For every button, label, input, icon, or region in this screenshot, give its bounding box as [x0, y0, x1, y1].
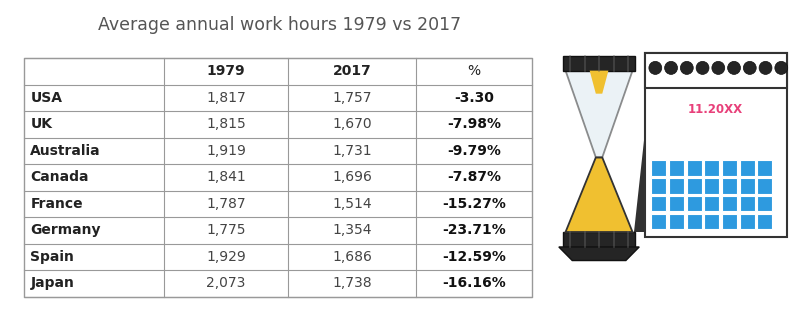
Text: 1,841: 1,841: [206, 170, 246, 184]
Polygon shape: [634, 58, 653, 232]
Text: -9.79%: -9.79%: [447, 144, 501, 158]
Bar: [704, 161, 719, 176]
Text: Canada: Canada: [30, 170, 89, 184]
Text: UK: UK: [30, 117, 53, 131]
Polygon shape: [566, 71, 633, 157]
Text: 1979: 1979: [206, 64, 246, 78]
Circle shape: [665, 61, 678, 74]
Bar: [704, 214, 719, 229]
Bar: [563, 56, 635, 71]
Text: 1,787: 1,787: [206, 197, 246, 211]
Text: 1,738: 1,738: [332, 276, 372, 290]
Bar: [651, 161, 666, 176]
Bar: [669, 178, 684, 193]
Text: -15.27%: -15.27%: [442, 197, 506, 211]
Bar: [704, 178, 719, 193]
Bar: [704, 196, 719, 212]
Bar: [758, 161, 773, 176]
Text: USA: USA: [30, 91, 62, 105]
Text: -7.98%: -7.98%: [447, 117, 501, 131]
Bar: [740, 196, 754, 212]
Text: 1,919: 1,919: [206, 144, 246, 158]
Bar: [722, 196, 737, 212]
Bar: [645, 53, 786, 237]
Text: -3.30: -3.30: [454, 91, 494, 105]
Bar: [722, 214, 737, 229]
Bar: [740, 161, 754, 176]
Text: France: France: [30, 197, 83, 211]
Bar: [740, 214, 754, 229]
Text: -7.87%: -7.87%: [447, 170, 501, 184]
Text: 1,775: 1,775: [206, 223, 246, 237]
Polygon shape: [590, 71, 609, 94]
Bar: [686, 214, 702, 229]
Text: 11.20XX: 11.20XX: [688, 103, 743, 117]
Text: 1,686: 1,686: [332, 250, 372, 264]
Bar: [24, 58, 532, 297]
Text: Australia: Australia: [30, 144, 101, 158]
Text: 1,929: 1,929: [206, 250, 246, 264]
Bar: [686, 196, 702, 212]
Text: 1,670: 1,670: [332, 117, 372, 131]
Bar: [651, 214, 666, 229]
Text: 2,073: 2,073: [206, 276, 246, 290]
Circle shape: [728, 61, 741, 74]
Bar: [740, 178, 754, 193]
Bar: [651, 178, 666, 193]
Circle shape: [696, 61, 709, 74]
Bar: [758, 196, 773, 212]
Circle shape: [759, 61, 772, 74]
Circle shape: [712, 61, 725, 74]
Text: Average annual work hours 1979 vs 2017: Average annual work hours 1979 vs 2017: [98, 16, 462, 34]
Text: %: %: [467, 64, 481, 78]
Bar: [669, 196, 684, 212]
Text: Japan: Japan: [30, 276, 74, 290]
Bar: [686, 161, 702, 176]
Text: -16.16%: -16.16%: [442, 276, 506, 290]
Bar: [669, 214, 684, 229]
Bar: [669, 161, 684, 176]
Text: 2017: 2017: [333, 64, 371, 78]
Bar: [722, 161, 737, 176]
Text: 1,817: 1,817: [206, 91, 246, 105]
Bar: [722, 178, 737, 193]
Bar: [563, 232, 635, 247]
Text: Germany: Germany: [30, 223, 101, 237]
Polygon shape: [559, 247, 639, 261]
Polygon shape: [566, 157, 633, 232]
Circle shape: [775, 61, 788, 74]
Bar: [758, 178, 773, 193]
Text: 1,354: 1,354: [332, 223, 372, 237]
Text: Spain: Spain: [30, 250, 74, 264]
Circle shape: [649, 61, 662, 74]
Text: -12.59%: -12.59%: [442, 250, 506, 264]
Text: 1,815: 1,815: [206, 117, 246, 131]
Text: -23.71%: -23.71%: [442, 223, 506, 237]
Bar: [651, 196, 666, 212]
Bar: [686, 178, 702, 193]
Text: 1,757: 1,757: [332, 91, 372, 105]
Bar: [645, 53, 786, 88]
Circle shape: [680, 61, 694, 74]
Text: 1,514: 1,514: [332, 197, 372, 211]
Circle shape: [743, 61, 756, 74]
Text: 1,731: 1,731: [332, 144, 372, 158]
Text: 1,696: 1,696: [332, 170, 372, 184]
Bar: [758, 214, 773, 229]
